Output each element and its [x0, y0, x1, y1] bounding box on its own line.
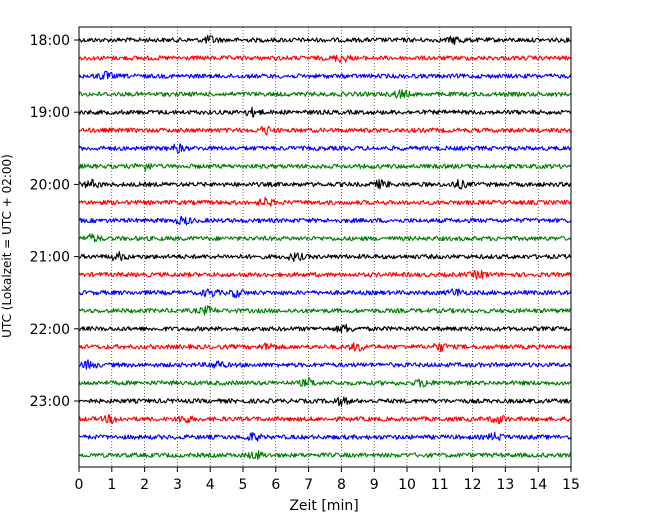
trace-1900 [78, 106, 572, 118]
trace-2330 [78, 431, 572, 442]
y-tick-label: 18:00 [30, 33, 70, 49]
traces [78, 34, 572, 461]
y-axis-ticks: 18:00 19:00 20:00 21:00 22:00 23:00 [30, 33, 79, 410]
y-tick-label: 19:00 [30, 105, 70, 121]
trace-1915 [78, 125, 572, 136]
trace-2200 [78, 323, 572, 334]
x-tick-label: 4 [206, 477, 215, 493]
trace-1800 [78, 34, 572, 46]
x-tick-label: 1 [107, 477, 116, 493]
x-tick-label: 7 [304, 477, 313, 493]
trace-1815 [78, 54, 572, 63]
x-tick-label: 8 [337, 477, 346, 493]
x-tick-label: 15 [562, 477, 580, 493]
x-tick-label: 14 [529, 477, 547, 493]
x-axis-title: Zeit [min] [289, 498, 358, 514]
trace-2300 [78, 396, 572, 407]
trace-2230 [78, 359, 572, 370]
trace-2215 [78, 342, 572, 353]
y-axis-title: UTC (Lokalzeit = UTC + 02:00) [0, 154, 14, 338]
x-tick-label: 10 [398, 477, 416, 493]
trace-1930 [78, 143, 572, 154]
trace-2345 [78, 450, 572, 461]
trace-2315 [78, 414, 572, 425]
trace-2145 [78, 305, 572, 316]
x-grid [111, 27, 539, 467]
y-tick-label: 20:00 [30, 177, 70, 193]
y-tick-label: 22:00 [30, 322, 70, 338]
trace-1945 [78, 163, 572, 172]
axes-frame [78, 26, 572, 468]
trace-1845 [78, 89, 572, 99]
trace-2015 [78, 196, 572, 207]
x-tick-label: 3 [173, 477, 182, 493]
trace-2115 [78, 269, 572, 280]
trace-2130 [78, 288, 572, 299]
y-tick-label: 23:00 [30, 394, 70, 410]
x-tick-label: 12 [464, 477, 482, 493]
trace-2030 [78, 215, 572, 226]
x-tick-label: 13 [496, 477, 514, 493]
trace-2045 [78, 233, 572, 243]
plot-frame [78, 26, 572, 468]
trace-2100 [78, 251, 572, 262]
y-tick-label: 21:00 [30, 250, 70, 266]
x-tick-label: 11 [431, 477, 449, 493]
x-tick-label: 0 [75, 477, 84, 493]
trace-1830 [78, 70, 572, 80]
x-tick-label: 6 [271, 477, 280, 493]
x-tick-label: 5 [239, 477, 248, 493]
trace-2000 [78, 178, 572, 190]
x-tick-label: 2 [140, 477, 149, 493]
x-tick-label: 9 [370, 477, 379, 493]
trace-2245 [78, 377, 572, 388]
x-axis-ticks: 0 1 2 3 4 5 6 7 8 9 10 11 12 13 14 15 [75, 467, 580, 493]
